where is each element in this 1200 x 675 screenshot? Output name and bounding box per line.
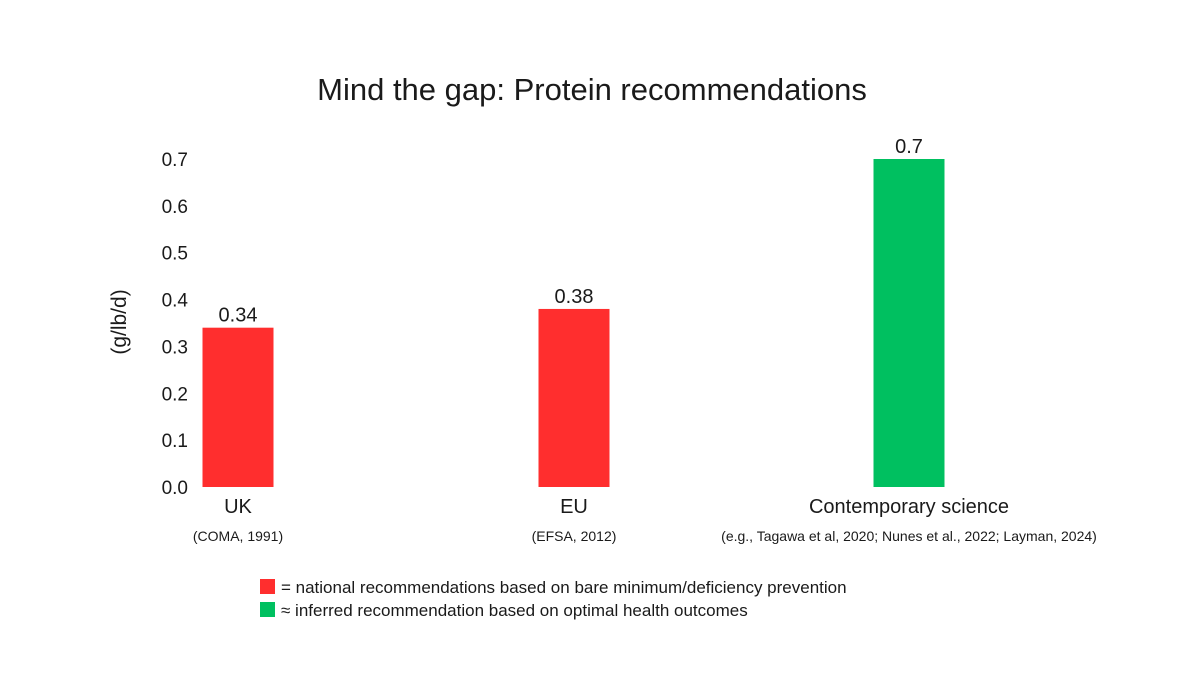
y-tick-label: 0.7 [162,150,188,171]
y-axis-label: (g/lb/d) [108,289,131,354]
category-note: (EFSA, 2012) [532,528,617,544]
legend: = national recommendations based on bare… [260,578,847,620]
bar [202,327,274,487]
data-label: 0.7 [895,136,923,158]
y-tick-label: 0.4 [162,291,189,312]
category-label: EU [560,496,588,518]
category-label: Contemporary science [809,496,1009,518]
y-tick-label: 0.3 [162,337,188,358]
legend-label: ≈ inferred recommendation based on optim… [281,601,748,620]
bars [202,159,945,487]
y-tick-label: 0.1 [162,431,188,452]
legend-swatch [260,602,275,617]
y-tick-label: 0.5 [162,244,188,265]
category-labels: UK (COMA, 1991) EU (EFSA, 2012) Contemporary… [193,496,1097,544]
y-tick-label: 0.2 [162,384,188,405]
bar [873,159,945,487]
bar [538,308,610,487]
category-label: UK [224,496,252,518]
category-note: (COMA, 1991) [193,528,283,544]
value-labels: 0.34 0.38 0.7 [219,136,923,327]
y-axis-ticks: 0.0 0.1 0.2 0.3 0.4 0.5 0.6 0.7 [162,150,189,499]
data-label: 0.38 [555,286,594,308]
chart-title: Mind the gap: Protein recommendations [317,72,867,107]
y-tick-label: 0.0 [162,478,188,499]
legend-label: = national recommendations based on bare… [281,578,847,597]
data-label: 0.34 [219,305,258,327]
y-tick-label: 0.6 [162,197,188,218]
category-note: (e.g., Tagawa et al, 2020; Nunes et al.,… [721,528,1097,544]
legend-swatch [260,579,275,594]
